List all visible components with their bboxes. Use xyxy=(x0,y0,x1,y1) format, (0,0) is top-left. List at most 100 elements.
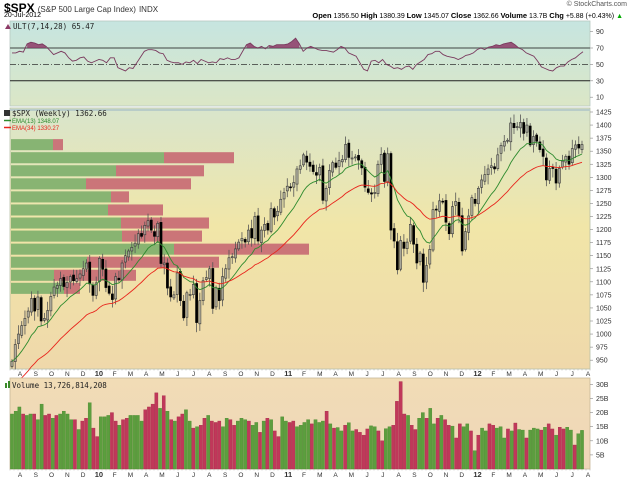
volume-bar-up xyxy=(317,422,321,470)
candle-body xyxy=(311,164,315,172)
volume-bar-down xyxy=(273,430,277,470)
month-label: S xyxy=(34,472,39,479)
price-axis-tick: 1375 xyxy=(596,136,612,143)
candle-body xyxy=(250,228,254,239)
month-label: O xyxy=(238,472,243,479)
candle-legend-icon xyxy=(4,110,10,116)
month-label: M xyxy=(349,472,354,479)
month-label: D xyxy=(81,472,86,479)
volume-by-price-down-bar xyxy=(174,243,309,255)
volume-axis-tick: 25B xyxy=(596,396,609,403)
candle-body xyxy=(276,210,279,217)
candle-body xyxy=(188,294,192,296)
candle-body xyxy=(263,224,266,231)
volume-bar-up xyxy=(87,402,92,470)
volume-bar-down xyxy=(276,436,281,470)
price-axis-tick: 1150 xyxy=(596,253,611,260)
month-label: M xyxy=(317,472,322,479)
brand-watermark: © StockCharts.com xyxy=(566,1,627,8)
candle-body xyxy=(26,310,30,318)
candle-body xyxy=(123,255,127,263)
volume-bar-down xyxy=(402,413,407,470)
volume-panel: 30B 25B 20B 15B 10B 5B Volume 13,726,814,208 A S… xyxy=(5,377,609,479)
volume-bar-down xyxy=(247,420,251,470)
volume-bar-up xyxy=(243,419,247,470)
candle-body xyxy=(574,144,577,150)
high-label: High xyxy=(360,11,378,20)
candle-body xyxy=(256,215,260,242)
candle-body xyxy=(23,318,27,327)
volume-bar-down xyxy=(91,427,96,470)
ult-line xyxy=(12,37,584,72)
candle-body xyxy=(415,243,419,264)
volume-value: 13.7B xyxy=(529,13,548,20)
month-label: 12 xyxy=(473,470,481,479)
candle-body xyxy=(528,125,532,146)
volume-bar-down xyxy=(95,436,99,470)
month-label: A xyxy=(207,371,212,378)
volume-bar-up xyxy=(521,429,525,470)
volume-bar-up xyxy=(117,425,122,470)
price-axis-tick: 1075 xyxy=(596,292,612,299)
candle-body xyxy=(98,257,101,282)
volume-bar-down xyxy=(80,420,85,470)
candle-body xyxy=(36,296,40,310)
volume-bar-down xyxy=(454,437,458,470)
volume-bar-up xyxy=(102,416,107,470)
month-label: M xyxy=(128,472,133,479)
candle-body xyxy=(217,287,221,301)
volume-bar-up xyxy=(313,419,318,470)
candle-body xyxy=(253,216,257,239)
volume-bar-down xyxy=(550,428,555,470)
month-label: M xyxy=(349,371,354,378)
month-label: J xyxy=(381,371,384,378)
volume-bar-up xyxy=(502,437,507,470)
price-axis-tick: 1400 xyxy=(596,123,612,130)
volume-by-price-up-bar xyxy=(11,269,54,281)
candle-body xyxy=(169,286,173,298)
candle-body xyxy=(85,262,88,270)
price-axis-tick: 1025 xyxy=(596,319,612,326)
volume-bar-down xyxy=(198,425,203,470)
volume-by-price-down-bar xyxy=(64,282,80,294)
month-label: J xyxy=(555,472,558,479)
volume-bar-down xyxy=(43,415,48,470)
candle-body xyxy=(33,297,37,312)
volume-bar-up xyxy=(517,429,521,470)
volume-by-price-up-bar xyxy=(11,139,53,151)
volume-bar-down xyxy=(443,419,447,470)
candle-body xyxy=(237,241,241,250)
volume-bar-down xyxy=(343,425,347,470)
candle-body xyxy=(441,200,445,203)
candle-body xyxy=(156,222,160,237)
volume-bar-up xyxy=(347,422,351,470)
volume-bar-up xyxy=(187,420,192,470)
candle-body xyxy=(347,142,351,158)
month-label: A xyxy=(207,472,212,479)
volume-bar-up xyxy=(139,420,144,470)
volume-bar-down xyxy=(572,444,577,470)
candle-body xyxy=(577,143,581,149)
volume-by-price-up-bar xyxy=(11,217,121,229)
volume-by-price-down-bar xyxy=(86,178,191,190)
candle-body xyxy=(405,241,409,249)
price-axis-tick: 1225 xyxy=(596,214,612,221)
candle-body xyxy=(538,141,542,150)
month-label: M xyxy=(159,472,164,479)
candle-body xyxy=(399,240,402,270)
volume-bar-down xyxy=(435,418,440,470)
volume-bar-down xyxy=(446,425,451,470)
month-label: J xyxy=(571,472,574,479)
volume-bar-down xyxy=(469,430,473,470)
month-label: F xyxy=(113,371,117,378)
candle-body xyxy=(179,271,182,301)
month-label: O xyxy=(428,472,433,479)
volume-bar-down xyxy=(210,420,214,470)
month-label: J xyxy=(365,371,368,378)
volume-by-price-up-bar xyxy=(11,191,111,203)
candle-body xyxy=(133,242,137,247)
candle-body xyxy=(279,198,283,213)
candle-body xyxy=(389,153,393,231)
volume-by-price-up-bar xyxy=(11,178,86,190)
candle-body xyxy=(502,140,506,147)
